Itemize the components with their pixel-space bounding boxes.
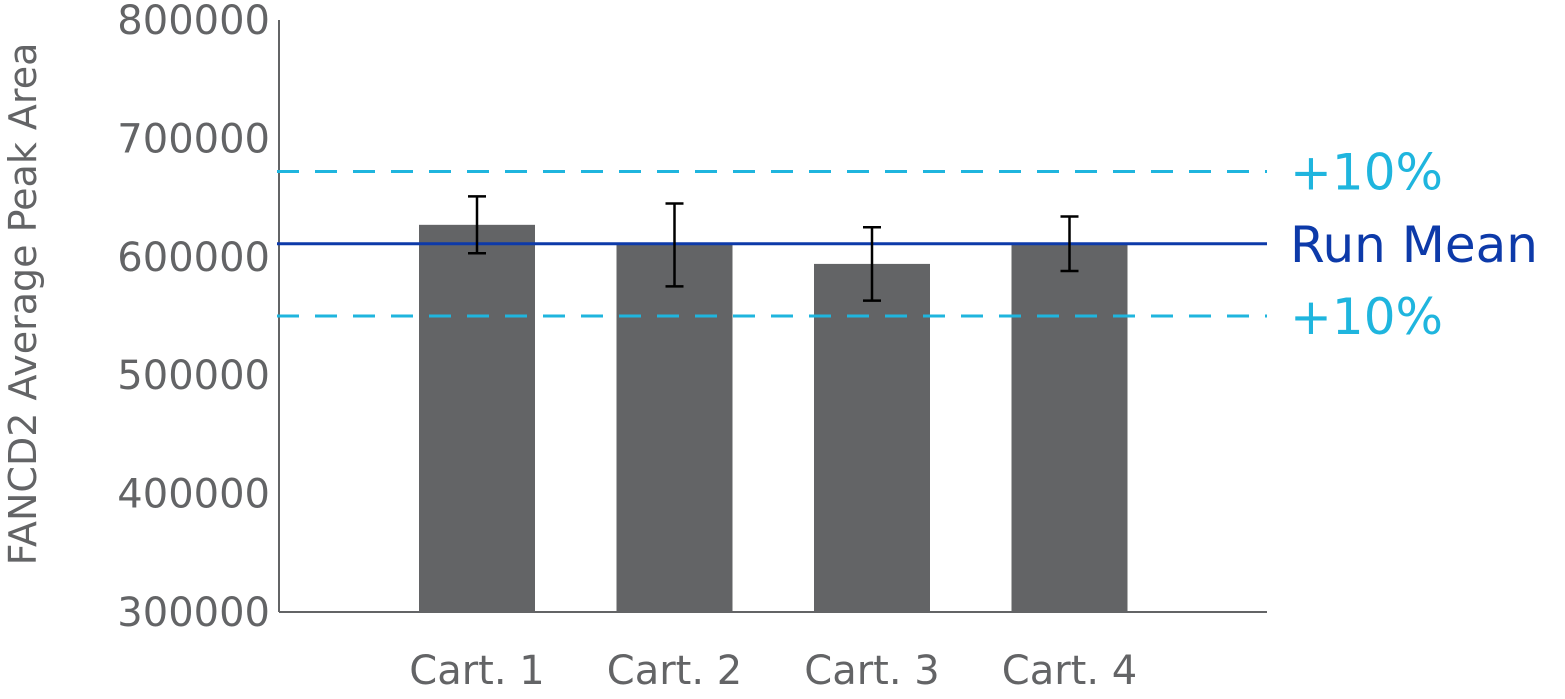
bar <box>419 224 535 612</box>
reference-lines: +10% Run Mean +10% <box>277 144 1538 346</box>
x-tick-label: Cart. 1 <box>409 648 544 694</box>
bars <box>419 224 1128 612</box>
y-tick-label: 800000 <box>117 0 270 44</box>
reference-line-label: +10% <box>1290 288 1443 346</box>
y-tick-label: 300000 <box>117 590 270 636</box>
y-tick-label: 600000 <box>117 235 270 281</box>
error-bars <box>468 195 1079 302</box>
x-tick-labels: Cart. 1 Cart. 2 Cart. 3 Cart. 4 <box>409 648 1137 694</box>
y-tick-label: 400000 <box>117 472 270 518</box>
x-tick-label: Cart. 4 <box>1002 648 1137 694</box>
bar <box>616 243 733 612</box>
reference-line-label: Run Mean <box>1290 216 1538 274</box>
y-tick-label: 700000 <box>117 116 270 162</box>
bar <box>1011 243 1128 612</box>
x-tick-label: Cart. 3 <box>804 648 939 694</box>
bar <box>814 263 930 612</box>
y-tick-label: 500000 <box>117 353 270 399</box>
x-tick-label: Cart. 2 <box>607 648 742 694</box>
y-tick-labels: 300000 400000 500000 600000 700000 800000 <box>117 0 270 636</box>
reference-line-label: +10% <box>1290 144 1443 202</box>
y-axis-title: FANCD2 Average Peak Area <box>1 43 45 566</box>
